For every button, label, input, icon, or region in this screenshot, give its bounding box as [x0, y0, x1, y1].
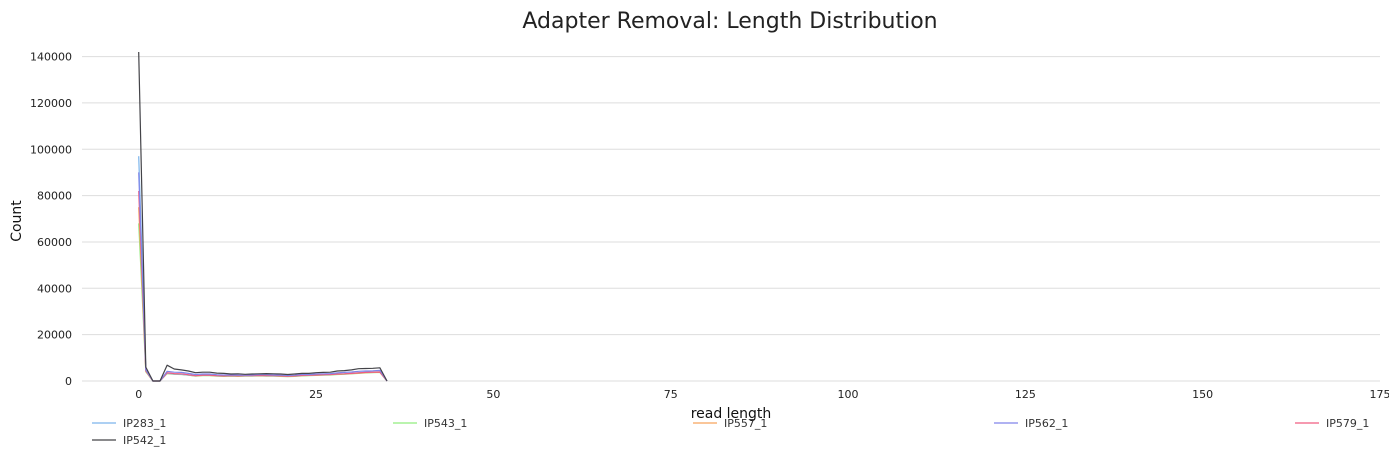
series-line-ip542-1: [138, 51, 388, 382]
series-line-ip543-1: [138, 223, 388, 382]
series-line-ip579-1: [138, 190, 388, 382]
series-line-ip283-1: [138, 156, 388, 382]
legend: IP283_1 IP542_1 IP543_1 IP557_1 IP562_1 IP579…: [92, 417, 1369, 447]
x-axis-label: read length: [691, 406, 772, 422]
legend-label: IP562_1: [1025, 417, 1068, 430]
y-axis-ticks: 0 20000 40000 60000 80000 100000 120000 140000: [30, 51, 72, 388]
legend-label: IP579_1: [1326, 417, 1369, 430]
series-line-ip557-1: [138, 207, 388, 382]
legend-label: IP557_1: [724, 417, 767, 430]
legend-item[interactable]: IP542_1: [92, 434, 166, 447]
chart-title: Adapter Removal: Length Distribution: [522, 9, 937, 34]
x-tick-label: 75: [664, 388, 678, 401]
y-tick-label: 0: [65, 375, 72, 388]
gridlines: [82, 56, 1380, 382]
x-tick-label: 0: [135, 388, 142, 401]
x-tick-label: 50: [486, 388, 500, 401]
legend-item[interactable]: IP557_1: [693, 417, 767, 430]
y-axis-label: Count: [9, 200, 25, 242]
legend-item[interactable]: IP562_1: [994, 417, 1068, 430]
legend-label: IP542_1: [123, 434, 166, 447]
y-tick-label: 100000: [30, 143, 72, 156]
legend-label: IP283_1: [123, 417, 166, 430]
legend-label: IP543_1: [424, 417, 467, 430]
x-tick-label: 100: [838, 388, 859, 401]
y-tick-label: 40000: [37, 282, 72, 295]
y-tick-label: 120000: [30, 97, 72, 110]
x-tick-label: 175: [1370, 388, 1389, 401]
y-tick-label: 60000: [37, 236, 72, 249]
x-axis-ticks: 0 25 50 75 100 125 150 175: [135, 388, 1389, 401]
x-tick-label: 25: [309, 388, 323, 401]
series-lines: [138, 51, 388, 382]
y-tick-label: 20000: [37, 329, 72, 342]
y-tick-label: 140000: [30, 51, 72, 64]
legend-item[interactable]: IP543_1: [393, 417, 467, 430]
y-tick-label: 80000: [37, 190, 72, 203]
legend-item[interactable]: IP579_1: [1295, 417, 1369, 430]
legend-item[interactable]: IP283_1: [92, 417, 166, 430]
x-tick-label: 150: [1192, 388, 1213, 401]
x-tick-label: 125: [1015, 388, 1036, 401]
series-line-ip562-1: [138, 172, 388, 382]
